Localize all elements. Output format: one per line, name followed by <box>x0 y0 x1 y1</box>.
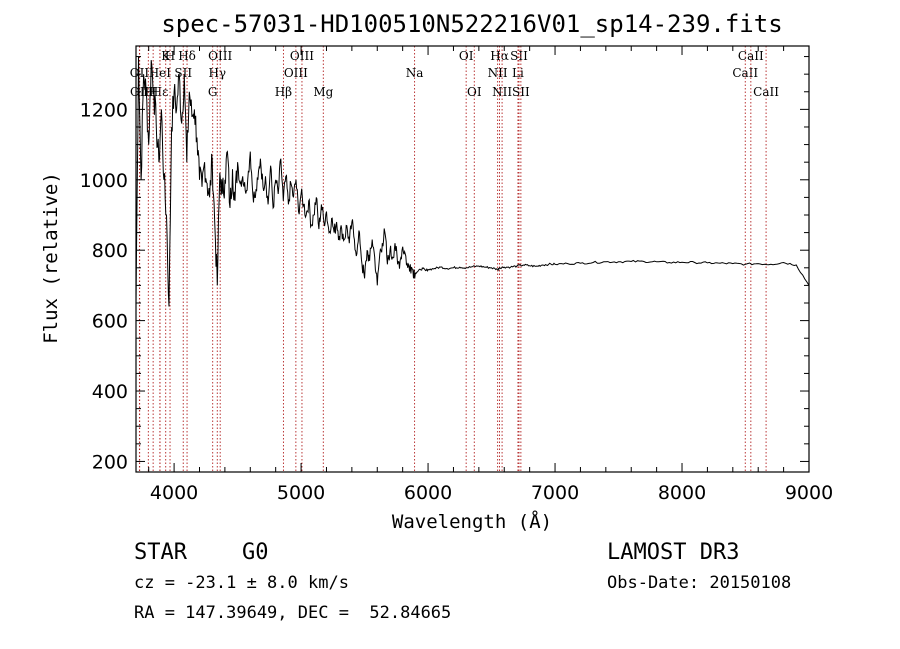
y-tick-label: 1000 <box>80 170 128 192</box>
x-axis-label: Wavelength (Å) <box>392 510 552 533</box>
y-tick-label: 1200 <box>80 99 128 121</box>
spectral-line-label: Mg <box>313 85 333 99</box>
spectral-line-label: OIII <box>208 49 232 63</box>
observation-date: Obs-Date: 20150108 <box>607 573 792 593</box>
spectral-line-label: SII <box>174 66 192 80</box>
spectral-line-label: CaII <box>732 66 758 80</box>
spectral-line-label: SII <box>510 49 528 63</box>
radial-velocity: cz = -23.1 ± 8.0 km/s <box>134 573 349 593</box>
x-tick-label: 6000 <box>404 482 452 504</box>
spectral-line-label: G <box>208 85 218 99</box>
y-tick-label: 200 <box>92 451 128 473</box>
object-class: STAR <box>134 540 187 565</box>
spectral-line-label: H <box>165 49 175 63</box>
y-tick-label: 600 <box>92 311 128 333</box>
spectral-line-label: Hγ <box>208 66 226 80</box>
plot-frame <box>135 45 810 473</box>
x-tick-label: 5000 <box>277 482 325 504</box>
spectrum-line <box>135 56 810 307</box>
x-axis-ticks: 4000 5000 6000 7000 8000 9000 <box>148 46 833 504</box>
spectral-line-label: OII <box>130 66 150 80</box>
spectral-line-label: NII <box>488 66 508 80</box>
spectrum-series <box>135 56 810 307</box>
spectral-line-label: HeI <box>149 66 172 80</box>
spectral-line-label: Hβ <box>275 85 292 99</box>
spectral-line-markers: OIIOIIHHHεHeIKHSIIHδGHγOIIIHβOIIIOIIIMgN… <box>130 46 779 472</box>
spectral-line-label: Li <box>512 66 524 80</box>
y-axis-ticks: 200 400 600 800 1000 1200 <box>80 56 809 473</box>
spectral-line-label: CaII <box>738 49 764 63</box>
spectral-line-label: H <box>143 85 153 99</box>
y-tick-label: 800 <box>92 240 128 262</box>
x-tick-label: 9000 <box>785 482 833 504</box>
spectral-line-label: Hα <box>490 49 509 63</box>
spectral-line-label: OIII <box>290 49 314 63</box>
spectral-line-label: SII <box>512 85 530 99</box>
chart-title: spec-57031-HD100510N522216V01_sp14-239.f… <box>161 10 782 38</box>
spectral-line-label: OIII <box>284 66 308 80</box>
y-tick-label: 400 <box>92 381 128 403</box>
spectral-line-label: NII <box>492 85 512 99</box>
spectral-line-label: Na <box>406 66 424 80</box>
coordinates: RA = 147.39649, DEC = 52.84665 <box>134 603 452 623</box>
spectral-line-label: OI <box>459 49 474 63</box>
spectral-line-label: Hδ <box>178 49 196 63</box>
spectral-line-label: OI <box>467 85 482 99</box>
x-tick-label: 8000 <box>658 482 706 504</box>
spectral-line-label: K <box>161 49 171 63</box>
spectral-line-label: CaII <box>753 85 779 99</box>
y-axis-label: Flux (relative) <box>40 172 62 344</box>
survey-name: LAMOST DR3 <box>607 540 740 565</box>
x-tick-label: 7000 <box>531 482 579 504</box>
x-tick-label: 4000 <box>150 482 198 504</box>
object-subclass: G0 <box>242 540 269 565</box>
